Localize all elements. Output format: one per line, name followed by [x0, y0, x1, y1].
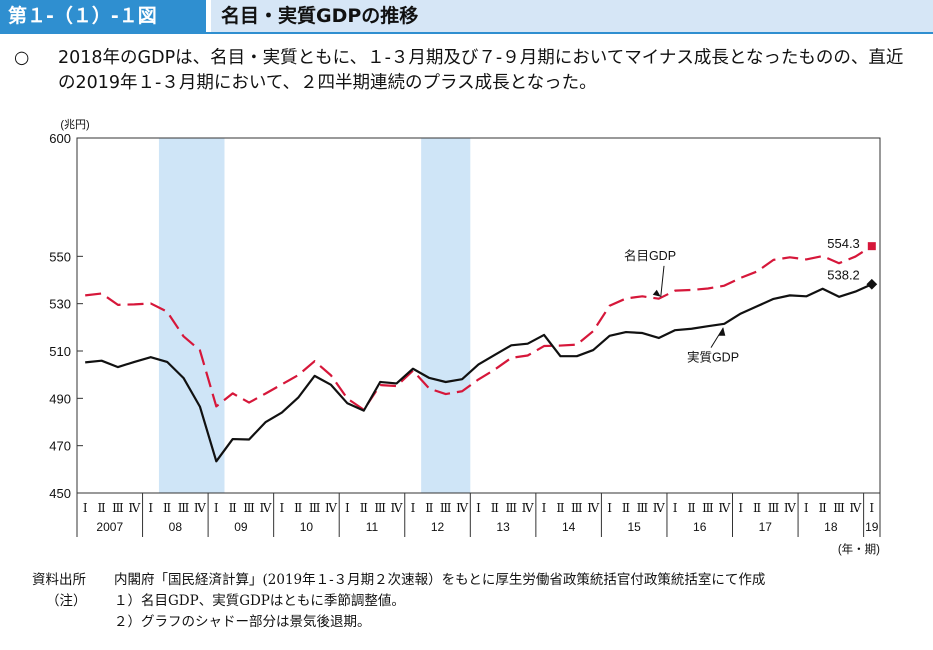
x-year-label: 13 — [496, 520, 510, 534]
x-quarter-label: Ⅰ — [83, 501, 88, 515]
x-axis-unit: (年・期) — [838, 542, 880, 556]
x-quarter-label: Ⅳ — [259, 501, 272, 515]
x-year-label: 09 — [234, 520, 248, 534]
recession-shade — [158, 138, 225, 493]
plot-frame — [76, 137, 881, 494]
y-tick-label: 530 — [49, 297, 71, 312]
y-tick-label: 470 — [49, 439, 71, 454]
x-quarter-label: Ⅰ — [148, 501, 153, 515]
x-quarter-label: Ⅱ — [556, 501, 564, 515]
y-axis-unit: (兆円) — [60, 118, 89, 131]
x-quarter-label: Ⅳ — [325, 501, 338, 515]
x-quarter-label: Ⅱ — [425, 501, 433, 515]
note-label: （注） — [46, 593, 87, 609]
x-quarter-label: Ⅱ — [229, 501, 237, 515]
x-quarter-label: Ⅳ — [522, 501, 535, 515]
real-end-marker — [866, 278, 878, 290]
note-text: １）名目GDP、実質GDPはともに季節調整値。 — [114, 593, 405, 609]
x-quarter-label: Ⅰ — [476, 501, 481, 515]
nominal-gdp-annotation: 名目GDP — [624, 248, 676, 263]
x-year-label: 17 — [759, 520, 773, 534]
x-quarter-label: Ⅲ — [702, 501, 714, 515]
x-year-label: 08 — [169, 520, 183, 534]
nominal-gdp-line — [85, 245, 873, 411]
x-quarter-label: Ⅰ — [673, 501, 678, 515]
nominal-annotation-leader — [660, 265, 665, 297]
real-annotation-arrowhead — [718, 327, 726, 336]
x-quarter-label: Ⅲ — [505, 501, 517, 515]
x-year-label: 10 — [300, 520, 314, 534]
x-quarter-label: Ⅱ — [360, 501, 368, 515]
x-year-label: 15 — [628, 520, 642, 534]
x-quarter-label: Ⅱ — [98, 501, 106, 515]
x-quarter-label: Ⅱ — [294, 501, 302, 515]
x-year-label: 16 — [693, 520, 707, 534]
x-quarter-label: Ⅳ — [653, 501, 666, 515]
x-quarter-label: Ⅰ — [411, 501, 416, 515]
summary-bullet: ○ — [14, 48, 30, 68]
nominal-end-label: 554.3 — [827, 236, 860, 251]
x-quarter-label: Ⅰ — [279, 501, 284, 515]
header-rule — [0, 32, 933, 34]
x-quarter-label: Ⅳ — [456, 501, 469, 515]
x-quarter-label: Ⅲ — [178, 501, 190, 515]
x-quarter-label: Ⅰ — [345, 501, 350, 515]
x-quarter-label: Ⅲ — [112, 501, 124, 515]
nominal-end-marker — [867, 242, 876, 251]
x-quarter-label: Ⅳ — [784, 501, 797, 515]
x-year-label: 2007 — [96, 520, 123, 534]
note-text: ２）グラフのシャドー部分は景気後退期。 — [114, 614, 371, 630]
real-gdp-line — [85, 283, 873, 463]
x-quarter-label: Ⅱ — [622, 501, 630, 515]
figure-header: 第１-（１）-１図 名目・実質GDPの推移 — [0, 0, 933, 34]
x-quarter-label: Ⅲ — [309, 501, 321, 515]
y-tick-label: 550 — [49, 249, 71, 264]
x-quarter-label: Ⅲ — [440, 501, 452, 515]
real-end-label: 538.2 — [827, 267, 860, 282]
x-quarter-label: Ⅲ — [637, 501, 649, 515]
x-quarter-label: Ⅰ — [804, 501, 809, 515]
figure-number: 第１-（１）-１図 — [0, 0, 206, 32]
x-year-label: 18 — [824, 520, 838, 534]
x-quarter-label: Ⅰ — [214, 501, 219, 515]
x-quarter-label: Ⅲ — [374, 501, 386, 515]
x-quarter-label: Ⅱ — [753, 501, 761, 515]
x-quarter-label: Ⅰ — [607, 501, 612, 515]
x-year-label: 12 — [431, 520, 445, 534]
x-year-label: 11 — [366, 520, 379, 534]
x-quarter-label: Ⅲ — [833, 501, 845, 515]
x-quarter-label: Ⅳ — [849, 501, 862, 515]
x-quarter-label: Ⅱ — [491, 501, 499, 515]
x-quarter-label: Ⅳ — [587, 501, 600, 515]
y-tick-label: 510 — [49, 344, 71, 359]
note-text: 内閣府「国民経済計算」(2019年１-３月期２次速報）をもとに厚生労働省政策統括… — [114, 572, 766, 588]
x-quarter-label: Ⅳ — [391, 501, 404, 515]
nominal-annotation-arrowhead — [652, 289, 661, 297]
x-quarter-label: Ⅲ — [571, 501, 583, 515]
real-gdp-annotation: 実質GDP — [687, 350, 739, 365]
x-quarter-label: Ⅰ — [738, 501, 743, 515]
x-quarter-label: Ⅱ — [687, 501, 695, 515]
x-quarter-label: Ⅱ — [163, 501, 171, 515]
figure-title: 名目・実質GDPの推移 — [211, 0, 933, 32]
x-quarter-label: Ⅲ — [768, 501, 780, 515]
recession-shade — [421, 138, 471, 493]
y-tick-label: 450 — [49, 486, 71, 501]
x-quarter-label: Ⅰ — [542, 501, 547, 515]
x-year-label: 14 — [562, 520, 576, 534]
x-year-label: 19 — [865, 520, 879, 534]
x-quarter-label: Ⅳ — [718, 501, 731, 515]
y-tick-label: 490 — [49, 391, 71, 406]
x-quarter-label: Ⅲ — [243, 501, 255, 515]
x-quarter-label: Ⅱ — [819, 501, 827, 515]
note-label: 資料出所 — [32, 572, 86, 588]
y-tick-label: 600 — [49, 131, 71, 146]
summary-text: 2018年のGDPは、名目・実質ともに、１-３月期及び７-９月期においてマイナス… — [58, 48, 904, 93]
x-quarter-label: Ⅳ — [128, 501, 141, 515]
x-quarter-label: Ⅳ — [194, 501, 207, 515]
x-quarter-label: Ⅰ — [869, 501, 874, 515]
